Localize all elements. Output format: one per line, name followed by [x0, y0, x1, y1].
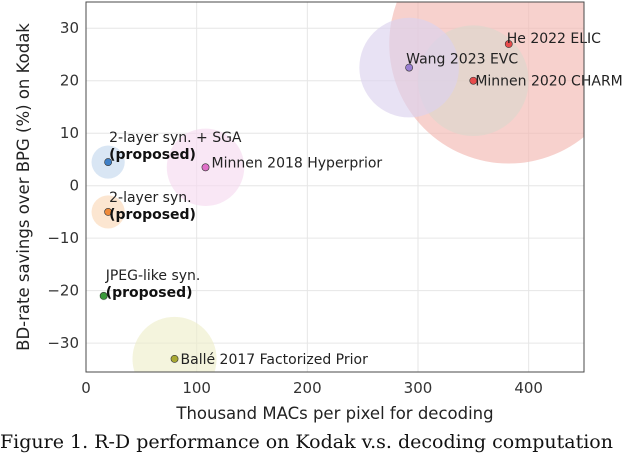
y-tick-label: 0 — [69, 177, 79, 195]
point-label: 2-layer syn. + SGA — [109, 130, 242, 146]
plot-frame — [85, 1, 585, 373]
point-bubble — [132, 316, 217, 372]
x-tick-label: 200 — [293, 379, 322, 397]
data-point — [99, 292, 108, 300]
x-tick-label: 0 — [81, 379, 91, 397]
x-tick-label: 400 — [514, 379, 543, 397]
point-label-proposed: (proposed) — [109, 147, 196, 163]
data-point — [104, 158, 113, 166]
point-label: He 2022 ELIC — [507, 31, 601, 47]
y-tick-label: 10 — [60, 124, 79, 142]
y-tick-label: −30 — [47, 334, 79, 352]
point-label: Wang 2023 EVC — [406, 52, 518, 68]
data-point — [469, 76, 478, 85]
point-label: 2-layer syn. — [109, 190, 191, 206]
point-label-proposed: (proposed) — [106, 285, 193, 301]
y-tick-label: 20 — [60, 72, 79, 90]
y-tick-labels: −30 −20 −10 0 10 20 30 — [47, 19, 79, 352]
data-point — [504, 40, 513, 48]
point-label: Ballé 2017 Factorized Prior — [181, 352, 369, 368]
x-tick-label: 300 — [404, 379, 433, 397]
data-point — [405, 63, 414, 72]
scatter-chart: He 2022 ELIC Minnen 2020 CHARM Wang 2023 E… — [14, 1, 623, 423]
point-label: JPEG-like syn. — [105, 268, 201, 284]
data-point — [104, 208, 113, 216]
point-layer — [99, 40, 513, 363]
y-tick-label: −10 — [47, 229, 79, 247]
point-labels: He 2022 ELIC Minnen 2020 CHARM Wang 2023 E… — [105, 31, 623, 368]
x-axis-label: Thousand MACs per pixel for decoding — [175, 404, 493, 423]
figure-caption: Figure 1. R-D performance on Kodak v.s. … — [0, 431, 613, 453]
y-axis-label: BD-rate savings over BPG (%) on Kodak — [14, 23, 33, 351]
data-point — [201, 163, 210, 172]
y-tick-label: −20 — [47, 282, 79, 300]
point-label: Minnen 2020 CHARM — [475, 74, 622, 90]
x-tick-label: 100 — [182, 379, 211, 397]
point-label: Minnen 2018 Hyperprior — [212, 155, 383, 171]
data-point — [170, 354, 179, 363]
point-label-proposed: (proposed) — [109, 207, 196, 223]
x-tick-labels: 0 100 200 300 400 — [81, 379, 543, 397]
y-tick-label: 30 — [60, 19, 79, 37]
